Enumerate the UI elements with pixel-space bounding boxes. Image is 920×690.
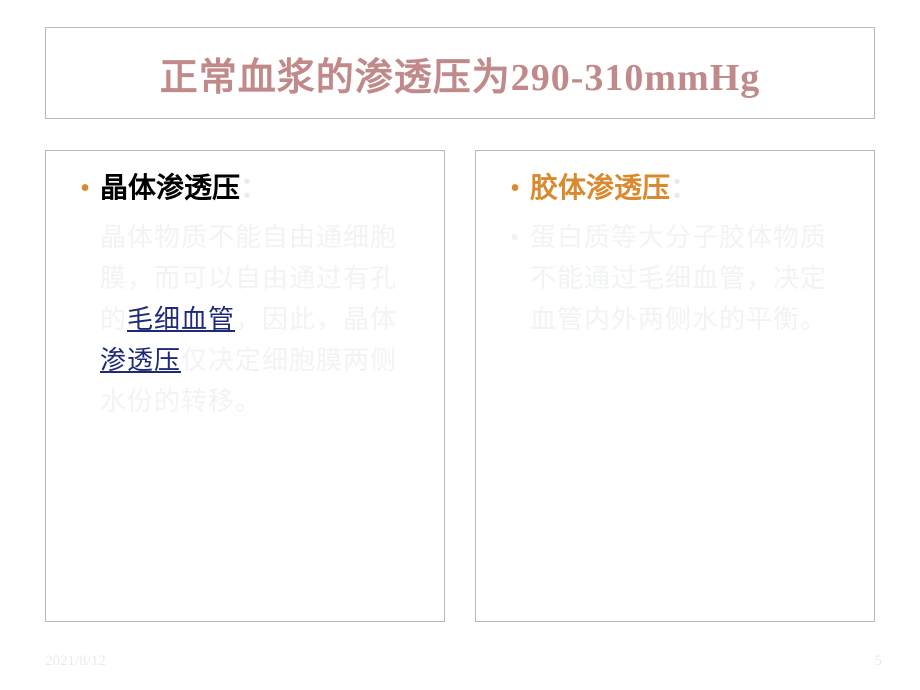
page-title: 正常血浆的渗透压为290-310mmHg xyxy=(160,46,761,101)
bullet-icon: • xyxy=(500,217,530,340)
capillary-link[interactable]: 毛细血管 xyxy=(127,305,235,334)
bullet-icon: • xyxy=(70,169,100,209)
left-column: • 晶体渗透压： 晶体物质不能自由通细胞膜，而可以自由通过有孔的毛细血管，因此，… xyxy=(45,150,445,622)
right-paragraph: 蛋白质等大分子胶体物质不能通过毛细血管，决定血管内外两侧水的平衡。 xyxy=(530,217,850,340)
right-column: • 胶体渗透压： • 蛋白质等大分子胶体物质不能通过毛细血管，决定血管内外两侧水… xyxy=(475,150,875,622)
left-para-mid: ，因此，晶体 xyxy=(235,305,397,334)
right-paragraph-row: • 蛋白质等大分子胶体物质不能通过毛细血管，决定血管内外两侧水的平衡。 xyxy=(500,217,850,340)
footer-page-number: 5 xyxy=(875,653,883,670)
left-paragraph: 晶体物质不能自由通细胞膜，而可以自由通过有孔的毛细血管，因此，晶体渗透压仅决定细… xyxy=(70,217,420,422)
osmotic-pressure-link[interactable]: 渗透压 xyxy=(100,346,181,375)
right-headline-text: 胶体渗透压 xyxy=(530,173,670,204)
left-headline-row: • 晶体渗透压： xyxy=(70,169,420,209)
right-headline-colon: ： xyxy=(670,173,698,204)
footer-date: 2021/8/12 xyxy=(45,653,106,670)
right-headline-row: • 胶体渗透压： xyxy=(500,169,850,209)
left-headline: 晶体渗透压： xyxy=(100,169,268,209)
left-headline-colon: ： xyxy=(240,173,268,204)
left-headline-text: 晶体渗透压 xyxy=(100,173,240,204)
right-headline: 胶体渗透压： xyxy=(530,169,698,209)
bullet-icon: • xyxy=(500,169,530,209)
title-box: 正常血浆的渗透压为290-310mmHg xyxy=(45,27,875,119)
